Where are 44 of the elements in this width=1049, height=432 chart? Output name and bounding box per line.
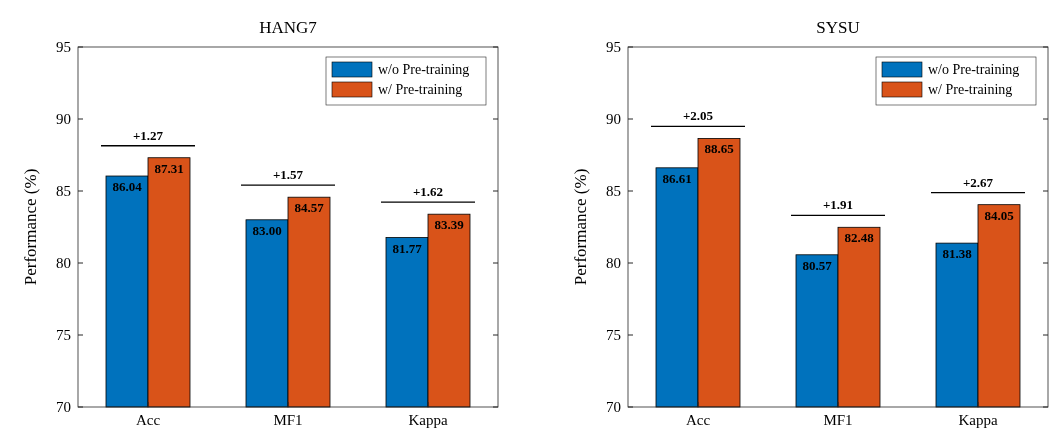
- data-label: 86.04: [112, 179, 143, 195]
- y-tick-label: 70: [56, 399, 71, 415]
- x-tick-label: Kappa: [408, 412, 448, 428]
- annotation: +2.67: [962, 174, 994, 190]
- data-label: 83.39: [434, 217, 465, 233]
- data-label: 80.57: [802, 257, 833, 273]
- x-tick-label: MF1: [823, 412, 853, 428]
- x-tick-label: Kappa: [958, 412, 998, 428]
- legend-label: w/o Pre-training: [928, 62, 1020, 77]
- y-tick-label: 80: [56, 255, 71, 271]
- x-tick-label: Acc: [135, 412, 161, 428]
- y-tick-label: 75: [606, 327, 621, 343]
- data-label: 84.57: [294, 200, 325, 216]
- chart-title: HANG7: [259, 18, 318, 37]
- annotation: +1.57: [272, 167, 304, 183]
- data-label: 84.05: [984, 207, 1015, 223]
- data-label: 81.38: [942, 246, 973, 262]
- legend-label: w/o Pre-training: [378, 62, 470, 77]
- y-tick-label: 75: [56, 327, 71, 343]
- data-label: 86.61: [662, 170, 692, 186]
- y-tick-label: 85: [56, 183, 71, 199]
- annotation: +1.91: [822, 197, 854, 213]
- y-axis-title: Performance (%): [21, 168, 40, 286]
- data-label: 88.65: [704, 141, 735, 157]
- chart-title: SYSU: [816, 18, 860, 37]
- y-tick-label: 90: [56, 111, 71, 127]
- annotation: +1.27: [132, 127, 164, 143]
- y-axis-title: Performance (%): [571, 168, 590, 286]
- data-label: 87.31: [154, 160, 184, 176]
- data-label: 81.77: [392, 240, 423, 256]
- y-tick-label: 90: [606, 111, 621, 127]
- y-tick-label: 70: [606, 399, 621, 415]
- y-tick-label: 80: [606, 255, 621, 271]
- x-tick-label: MF1: [273, 412, 303, 428]
- x-tick-label: Acc: [685, 412, 711, 428]
- y-tick-label: 85: [606, 183, 621, 199]
- y-tick-label: 95: [606, 39, 621, 55]
- annotation: +1.62: [412, 184, 444, 200]
- y-tick-label: 95: [56, 39, 71, 55]
- legend-label: w/ Pre-training: [928, 82, 1013, 97]
- data-label: 82.48: [844, 230, 875, 246]
- annotation: +2.05: [682, 108, 714, 124]
- legend-label: w/ Pre-training: [378, 82, 463, 97]
- data-label: 83.00: [252, 222, 282, 238]
